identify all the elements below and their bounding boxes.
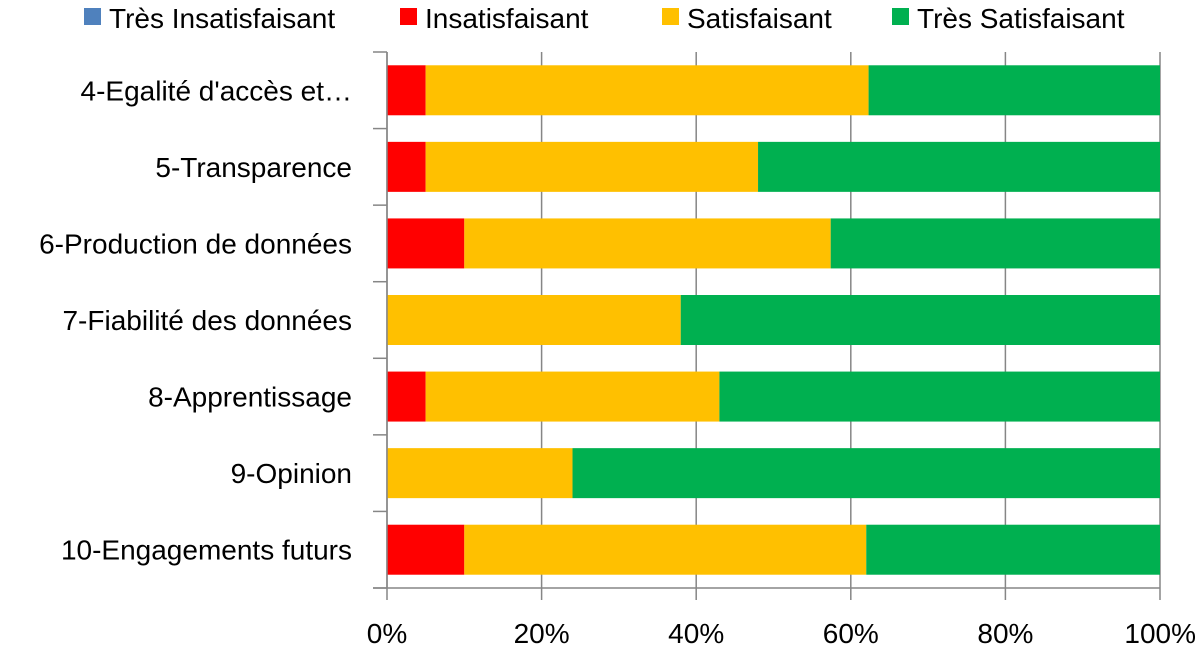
legend-swatch-0 — [84, 8, 101, 25]
x-tick-label: 100% — [1124, 618, 1196, 649]
bar-segment-1-2 — [425, 141, 759, 192]
legend: Très Insatisfaisant Insatisfaisant Satisfa… — [84, 3, 1125, 34]
bar-segment-1-3 — [758, 141, 1160, 192]
bar-segment-4-2 — [425, 371, 720, 422]
bar-segment-2-3 — [830, 218, 1160, 269]
category-label: 4-Egalité d'accès et… — [81, 75, 352, 106]
legend-swatch-3 — [892, 8, 909, 25]
category-label: 6-Production de données — [39, 228, 352, 259]
bar-segment-2-1 — [387, 218, 465, 269]
bar-segment-6-2 — [464, 524, 867, 575]
bar-segment-3-2 — [387, 295, 681, 345]
bar-segment-1-1 — [387, 141, 426, 192]
bar-segment-2-2 — [464, 218, 831, 269]
bar-segment-6-3 — [866, 524, 1160, 575]
x-tick-label: 20% — [514, 618, 570, 649]
category-label: 9-Opinion — [231, 458, 352, 489]
x-tick-label: 80% — [977, 618, 1033, 649]
bars — [387, 65, 1160, 575]
legend-label: Insatisfaisant — [425, 3, 589, 34]
category-label: 10-Engagements futurs — [61, 535, 352, 566]
legend-label: Satisfaisant — [687, 3, 832, 34]
bar-segment-6-1 — [387, 524, 465, 575]
x-tick-label: 40% — [668, 618, 724, 649]
bar-segment-0-3 — [868, 65, 1160, 116]
axes: 4-Egalité d'accès et… 5-Transparence 6-Pro… — [39, 51, 1196, 649]
category-label: 8-Apprentissage — [148, 382, 352, 413]
bar-segment-4-3 — [719, 371, 1160, 422]
category-label: 7-Fiabilité des données — [62, 305, 352, 336]
legend-swatch-2 — [662, 8, 679, 25]
bar-segment-5-3 — [572, 448, 1160, 499]
legend-label: Très Satisfaisant — [917, 3, 1125, 34]
bar-segment-5-2 — [387, 448, 573, 499]
category-label: 5-Transparence — [155, 152, 352, 183]
legend-swatch-1 — [400, 8, 417, 25]
x-tick-label: 0% — [367, 618, 407, 649]
legend-label: Très Insatisfaisant — [109, 3, 335, 34]
x-tick-label: 60% — [823, 618, 879, 649]
bar-segment-3-3 — [680, 295, 1160, 345]
bar-segment-4-1 — [387, 371, 426, 422]
bar-segment-0-2 — [425, 65, 869, 116]
bar-segment-0-1 — [387, 65, 426, 116]
